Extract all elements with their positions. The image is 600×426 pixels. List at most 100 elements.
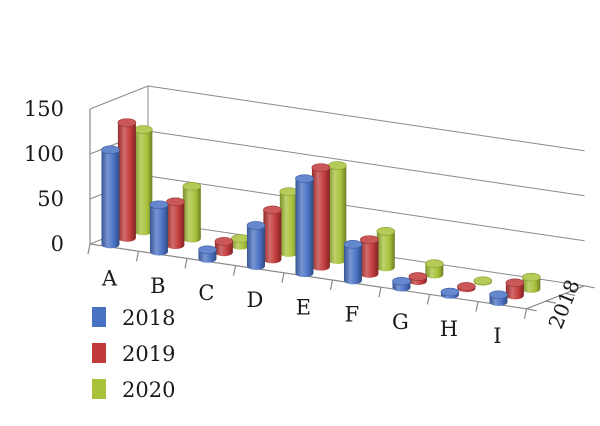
- bar-body: [279, 191, 298, 257]
- depth-tick: [526, 308, 537, 312]
- gridline-back: [147, 175, 585, 242]
- legend-swatch: [92, 307, 106, 327]
- bar-top: [295, 174, 314, 183]
- bar-body: [505, 282, 524, 300]
- bar-top: [263, 205, 282, 215]
- x-tick-label: E: [296, 295, 311, 319]
- bar-top: [182, 182, 202, 191]
- bar: [149, 200, 169, 256]
- legend: 2018 2019 2020: [92, 306, 175, 402]
- bar: [522, 272, 541, 293]
- bar-top: [376, 227, 396, 236]
- x-tick-label: I: [493, 324, 501, 348]
- bar-top: [117, 118, 137, 127]
- bar-body: [295, 178, 314, 278]
- bar-body: [101, 149, 120, 249]
- bar-top: [505, 278, 525, 288]
- depth-tick: [584, 285, 595, 289]
- bar: [408, 272, 428, 286]
- bar-body: [149, 204, 168, 256]
- bar-top: [343, 240, 363, 249]
- x-tick: [87, 243, 91, 255]
- bar: [425, 259, 444, 279]
- bar: [279, 187, 299, 257]
- y-tick-label: 150: [24, 97, 64, 121]
- bar-body: [117, 122, 136, 242]
- bar-top: [360, 235, 379, 244]
- bar-body: [328, 165, 347, 265]
- bar: [117, 118, 137, 242]
- depth-axis: [526, 285, 585, 310]
- bar-top: [489, 290, 508, 300]
- bar-body: [376, 231, 395, 272]
- x-tick: [232, 265, 237, 276]
- x-tick-label: A: [101, 267, 118, 291]
- x-tick-label: D: [246, 288, 263, 312]
- bar: [360, 235, 379, 278]
- bar-top: [440, 287, 460, 297]
- bar: [198, 245, 217, 263]
- bar-top: [214, 237, 234, 246]
- bar-top: [149, 200, 169, 210]
- bar-body: [343, 244, 362, 285]
- x-tick-label: G: [392, 310, 409, 334]
- bar-top: [166, 197, 185, 207]
- bar: [392, 276, 411, 292]
- bar-body: [166, 201, 185, 250]
- x-tick: [426, 294, 431, 305]
- bar-top: [328, 161, 347, 170]
- bar: [376, 227, 396, 272]
- x-tick: [135, 251, 140, 262]
- bar: [295, 174, 314, 278]
- bar: [328, 161, 347, 265]
- x-tick: [378, 287, 382, 298]
- x-tick-label: B: [150, 274, 165, 298]
- bar: [343, 240, 363, 285]
- bar: [489, 290, 508, 306]
- bar: [263, 205, 282, 264]
- bar-top: [311, 163, 331, 172]
- bar-top: [392, 276, 411, 286]
- bar-body: [360, 239, 379, 278]
- x-tick: [475, 301, 479, 312]
- depth-tick: [545, 300, 556, 304]
- legend-label: 2020: [122, 378, 175, 402]
- x-tick-label: H: [440, 317, 458, 341]
- gridline-back: [147, 85, 585, 152]
- bar-top: [134, 125, 153, 134]
- y-tick-label: 0: [51, 232, 64, 256]
- x-tick: [523, 308, 528, 319]
- bar-body: [263, 209, 282, 264]
- gridline-left: [89, 85, 149, 110]
- x-tick-label: C: [198, 281, 214, 305]
- legend-label: 2019: [122, 342, 175, 366]
- bar: [166, 197, 185, 250]
- x-tick: [281, 272, 285, 283]
- bar-top: [231, 234, 250, 243]
- gridline-back: [147, 130, 585, 197]
- legend-label: 2018: [122, 306, 175, 330]
- bar-top: [279, 187, 299, 197]
- x-tick-label: F: [345, 303, 360, 327]
- legend-swatch: [92, 343, 106, 363]
- bar-top: [425, 259, 444, 269]
- bar-top: [457, 282, 476, 291]
- bar: [101, 145, 120, 249]
- bar-body: [134, 129, 153, 236]
- bar-top: [246, 221, 266, 230]
- bar: [134, 125, 153, 236]
- bar-body: [182, 186, 201, 243]
- bar-top: [473, 276, 493, 286]
- bar: [311, 163, 331, 271]
- y-tick-label: 100: [24, 142, 64, 166]
- bars: [101, 118, 541, 306]
- bar: [440, 287, 460, 299]
- x-tick: [329, 279, 334, 291]
- labels: 0 50 100 150 A B C D E F G H I 2018: [24, 97, 585, 348]
- bar-top: [408, 272, 428, 281]
- bar-body: [522, 277, 541, 293]
- y-tick-label: 50: [37, 187, 64, 211]
- x-tick: [184, 258, 188, 269]
- depth-tick: [565, 292, 576, 297]
